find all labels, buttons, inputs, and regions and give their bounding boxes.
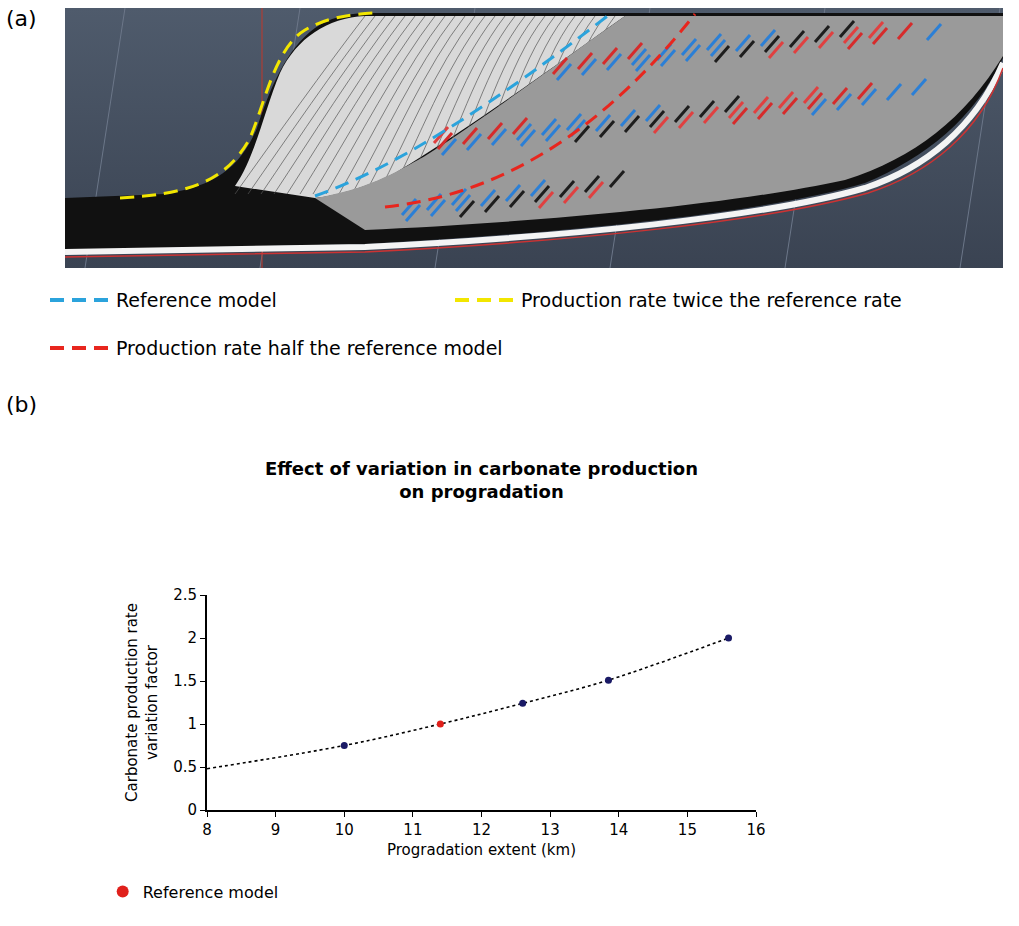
svg-text:2: 2 — [187, 629, 197, 647]
svg-text:2.5: 2.5 — [173, 586, 197, 604]
svg-text:13: 13 — [541, 821, 560, 839]
svg-text:1.5: 1.5 — [173, 672, 197, 690]
svg-text:8: 8 — [202, 821, 212, 839]
svg-text:9: 9 — [271, 821, 281, 839]
svg-text:Progradation extent (km): Progradation extent (km) — [387, 841, 576, 859]
svg-text:14: 14 — [609, 821, 628, 839]
svg-text:11: 11 — [403, 821, 422, 839]
html-text:(b): (b) — [6, 392, 38, 417]
svg-text:1: 1 — [187, 715, 197, 733]
svg-text:Reference model: Reference model — [116, 289, 277, 311]
svg-text:Reference model: Reference model — [143, 883, 278, 902]
svg-text:Production rate half the refer: Production rate half the reference model — [116, 337, 503, 359]
svg-text:Effect of variation in carbona: Effect of variation in carbonate product… — [265, 458, 698, 502]
svg-text:12: 12 — [472, 821, 491, 839]
svg-text:16: 16 — [746, 821, 765, 839]
html-text:(a): (a) — [6, 6, 37, 31]
svg-text:0: 0 — [187, 801, 197, 819]
svg-text:10: 10 — [335, 821, 354, 839]
svg-text:15: 15 — [678, 821, 697, 839]
svg-text:Carbonate production ratevaria: Carbonate production ratevariation facto… — [123, 603, 161, 802]
svg-text:Production rate twice the refe: Production rate twice the reference rate — [521, 289, 902, 311]
svg-text:0.5: 0.5 — [173, 758, 197, 776]
